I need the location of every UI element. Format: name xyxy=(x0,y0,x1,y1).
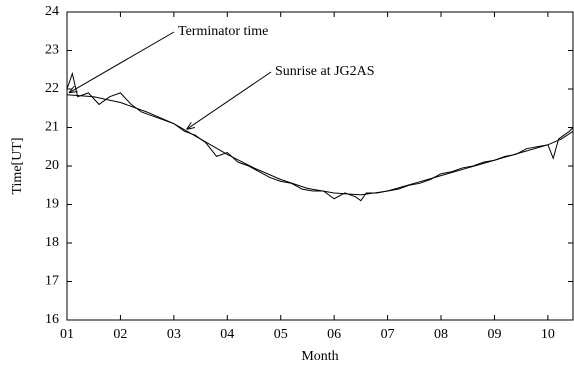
annotation-arrow xyxy=(69,31,175,93)
annotation: Terminator time xyxy=(178,24,268,39)
x-tick-label: 07 xyxy=(381,327,395,342)
annotation-arrow xyxy=(187,71,272,129)
y-tick-label: 19 xyxy=(45,197,59,212)
x-tick-label: 05 xyxy=(274,327,288,342)
series-line xyxy=(66,94,574,196)
x-axis-label: Month xyxy=(301,349,338,364)
y-tick-label: 20 xyxy=(45,158,59,173)
y-tick-label: 21 xyxy=(45,120,59,135)
x-tick-label: 10 xyxy=(541,327,555,342)
y-tick-label: 18 xyxy=(45,235,59,250)
series-line xyxy=(66,71,574,202)
x-tick-label: 09 xyxy=(487,327,501,342)
annotation: Sunrise at JG2AS xyxy=(275,64,375,79)
plot-frame xyxy=(66,11,574,321)
x-tick-label: 03 xyxy=(167,327,181,342)
y-tick-label: 16 xyxy=(45,312,59,327)
x-tick-label: 01 xyxy=(60,327,74,342)
y-tick-label: 17 xyxy=(45,274,59,289)
y-tick-label: 23 xyxy=(45,43,59,58)
y-tick-label: 24 xyxy=(45,4,59,19)
x-tick-label: 02 xyxy=(113,327,127,342)
y-tick-label: 22 xyxy=(45,81,59,96)
x-tick-label: 08 xyxy=(434,327,448,342)
x-tick-label: 06 xyxy=(327,327,341,342)
x-tick-label: 04 xyxy=(220,327,234,342)
y-axis-label: Time[UT] xyxy=(10,137,25,194)
